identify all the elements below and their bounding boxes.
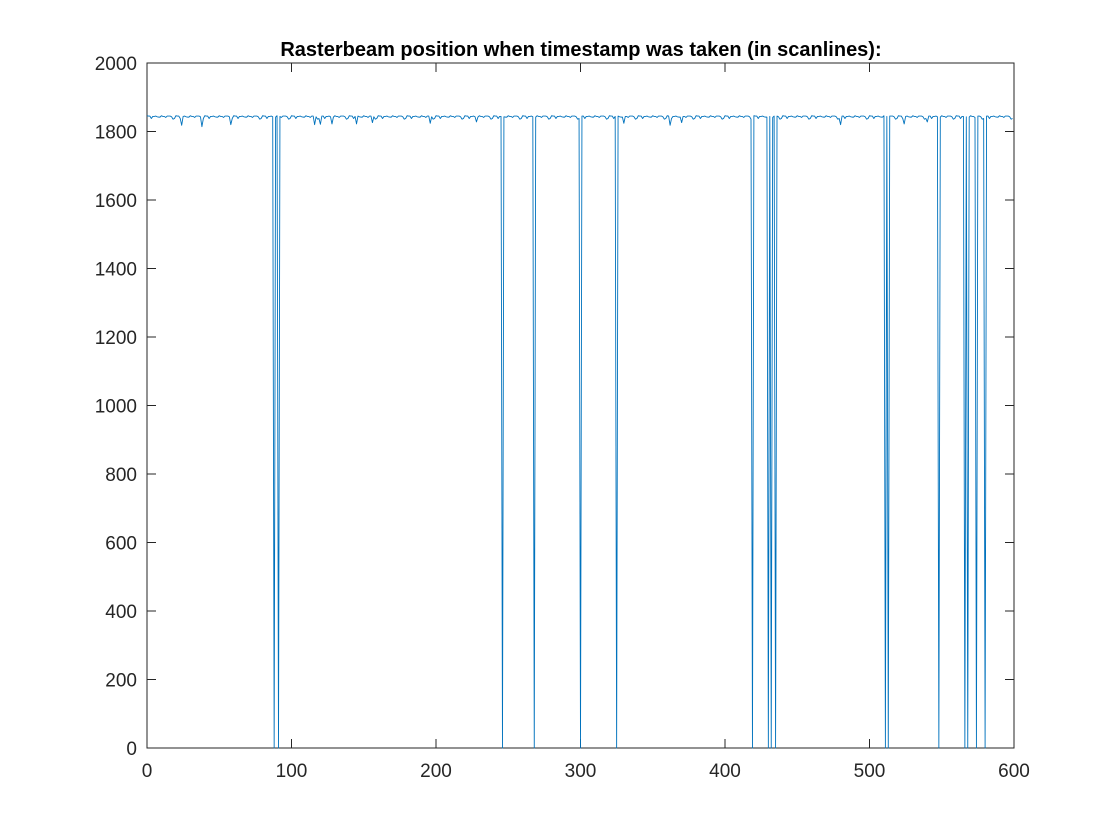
x-tick-label: 300: [565, 761, 597, 782]
y-tick-label: 2000: [95, 54, 137, 75]
y-tick-label: 1800: [95, 123, 137, 144]
y-tick-label: 400: [105, 602, 137, 623]
plot-area: 0 100 200 300 400 500 600 0 200 400 600 800 1000 1200…: [95, 54, 1030, 782]
y-tick-label: 1400: [95, 260, 137, 281]
y-tick-label: 800: [105, 465, 137, 486]
chart-title: Rasterbeam position when timestamp was t…: [280, 39, 881, 61]
x-tick-label: 600: [998, 761, 1030, 782]
x-tick-label: 400: [709, 761, 741, 782]
y-tick-label: 200: [105, 671, 137, 692]
series-line-0: [146, 115, 1013, 749]
y-tick-label: 0: [126, 739, 137, 760]
y-tick-label: 1600: [95, 191, 137, 212]
y-tick-label: 600: [105, 534, 137, 555]
x-tick-label: 100: [276, 761, 308, 782]
y-tick-label: 1000: [95, 397, 137, 418]
y-tick-label: 1200: [95, 328, 137, 349]
x-tick-label: 500: [854, 761, 886, 782]
x-tick-label: 0: [142, 761, 153, 782]
x-tick-label: 200: [420, 761, 452, 782]
